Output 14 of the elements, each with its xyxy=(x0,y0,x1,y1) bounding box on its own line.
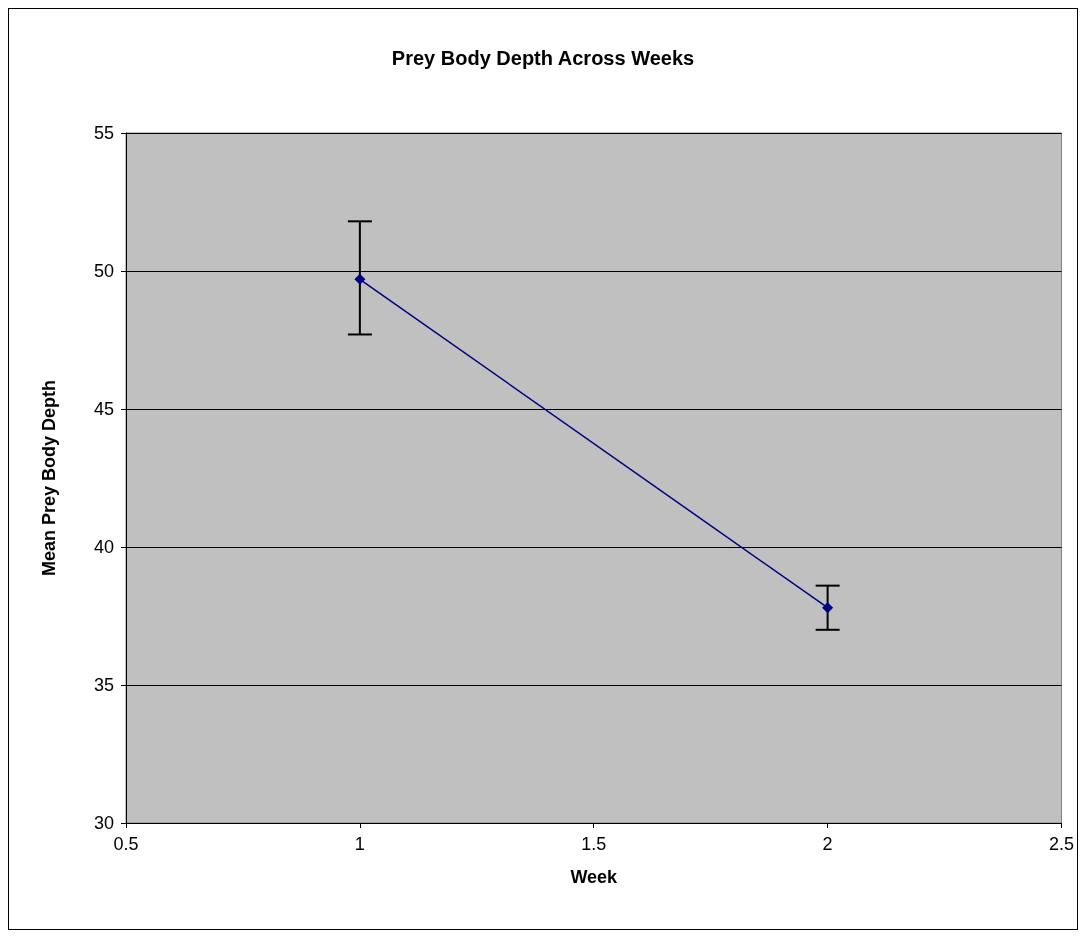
y-tick-label: 55 xyxy=(93,123,114,143)
y-axis-title: Mean Prey Body Depth xyxy=(39,379,59,577)
y-tick-label: 40 xyxy=(93,537,114,557)
x-tick-label: 0.5 xyxy=(113,834,139,854)
x-tick-label: 2 xyxy=(822,834,833,854)
x-tick-label: 1 xyxy=(354,834,365,854)
chart-title: Prey Body Depth Across Weeks xyxy=(391,47,695,69)
y-tick-label: 50 xyxy=(93,261,114,281)
x-tick-label: 1.5 xyxy=(581,834,607,854)
y-tick-label: 45 xyxy=(93,399,114,419)
x-axis-title: Week xyxy=(570,867,619,887)
x-tick-label: 2.5 xyxy=(1048,834,1074,854)
y-tick-label: 30 xyxy=(93,813,114,833)
y-tick-label: 35 xyxy=(93,675,114,695)
